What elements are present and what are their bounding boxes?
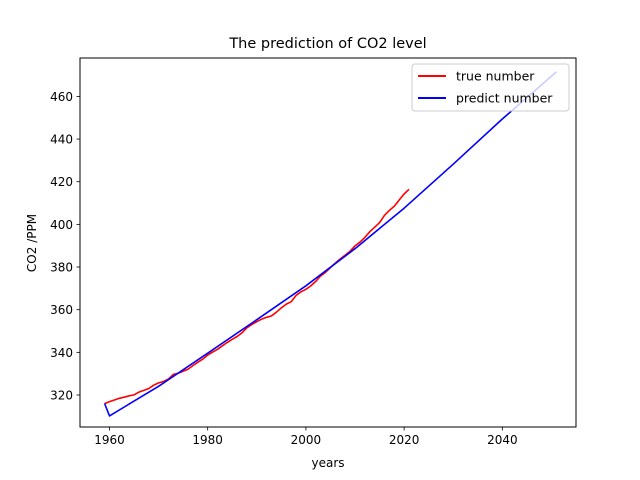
y-tick-label: 420 <box>50 175 73 189</box>
y-axis-label: CO2 /PPM <box>25 214 39 272</box>
x-tick-label: 2040 <box>487 433 518 447</box>
plot-frame <box>79 57 577 428</box>
plot-area <box>79 57 577 428</box>
x-tick-label: 1960 <box>94 433 125 447</box>
x-tick-label: 1980 <box>192 433 223 447</box>
x-tick-label: 2020 <box>389 433 420 447</box>
series-layer <box>103 71 557 417</box>
y-tick-label: 360 <box>50 303 73 317</box>
y-tick-label: 380 <box>50 261 73 275</box>
legend-box <box>411 63 570 112</box>
series-line-predict-number <box>103 71 557 417</box>
series-line-true-number <box>104 188 410 405</box>
y-tick-label: 320 <box>50 389 73 403</box>
legend-label-predict-number: predict number <box>456 91 553 106</box>
x-axis-label: years <box>311 456 344 470</box>
y-tick-label: 340 <box>50 346 73 360</box>
chart-title: The prediction of CO2 level <box>228 36 426 52</box>
legend: true number predict number <box>411 63 570 112</box>
y-tick-label: 400 <box>50 218 73 232</box>
x-axis-ticks: 1960 1980 2000 2020 2040 <box>94 427 518 447</box>
y-tick-label: 440 <box>50 133 73 147</box>
y-axis-ticks: 320 340 360 380 400 420 440 460 <box>50 90 80 403</box>
x-tick-label: 2000 <box>291 433 322 447</box>
legend-label-true-number: true number <box>456 69 535 84</box>
y-tick-label: 460 <box>50 90 73 104</box>
